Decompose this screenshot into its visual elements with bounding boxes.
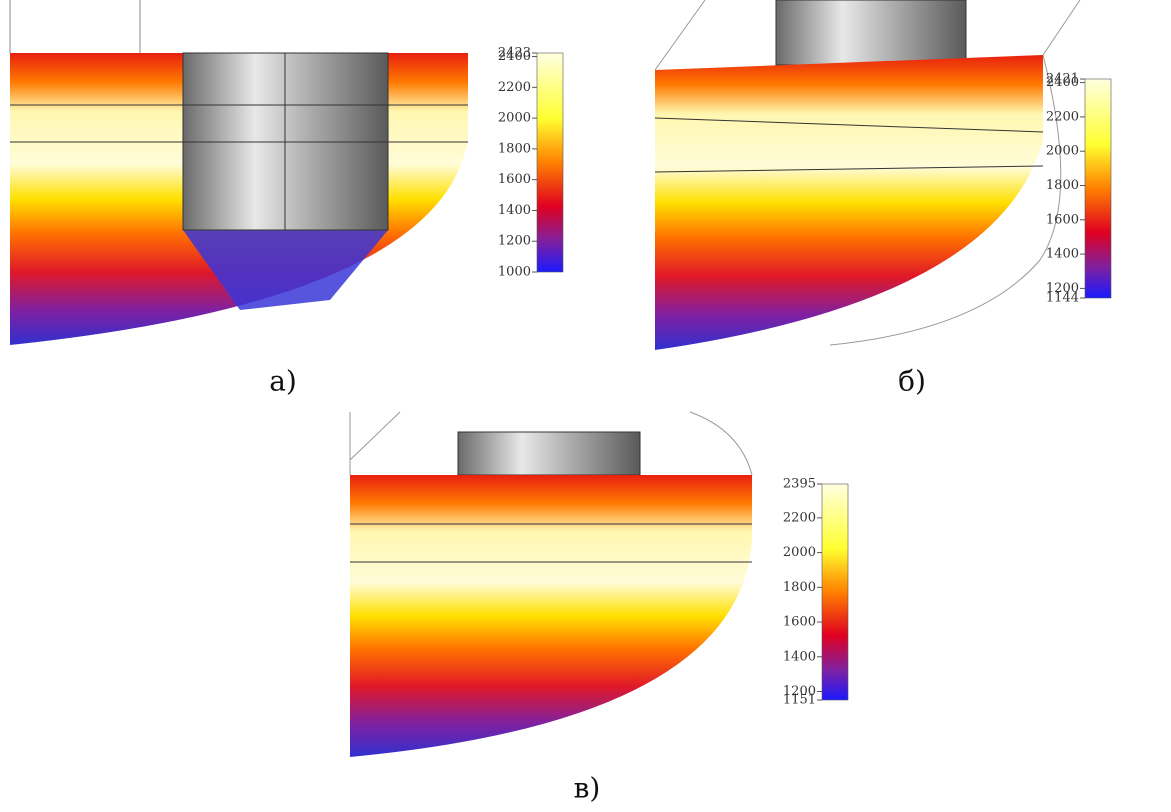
colorbar-tick-label: 1400 bbox=[1046, 247, 1079, 262]
colorbar-tick-label: 2200 bbox=[783, 510, 816, 525]
panel-b-plot bbox=[655, 0, 1080, 350]
colorbar-tick-label: 1400 bbox=[498, 203, 531, 218]
colorbar-tick-label: 2200 bbox=[498, 80, 531, 95]
colorbar-tick-label: 1600 bbox=[783, 615, 816, 630]
page: 242324002200200018001600140012001000а)24… bbox=[0, 0, 1171, 812]
panel-a-plot bbox=[10, 0, 468, 345]
colorbar-tick-label: 1151 bbox=[783, 693, 816, 708]
colorbar-tick-label: 1800 bbox=[498, 141, 531, 156]
colorbar-tick-label: 2400 bbox=[1046, 75, 1079, 90]
colorbar-tick-label: 2000 bbox=[783, 545, 816, 560]
colorbar-tick-label: 2000 bbox=[498, 111, 531, 126]
colorbar-tick-label: 2400 bbox=[498, 49, 531, 64]
colorbar bbox=[537, 53, 563, 272]
colorbar-tick-label: 1600 bbox=[1046, 212, 1079, 227]
colorbar-tick-label: 1800 bbox=[783, 580, 816, 595]
colorbar bbox=[822, 484, 848, 700]
panel-label: б) bbox=[898, 365, 926, 398]
colorbar-tick-label: 2000 bbox=[1046, 144, 1079, 159]
colorbar-tick-label: 1200 bbox=[498, 234, 531, 249]
panel-c-plot bbox=[350, 412, 752, 757]
colorbar-tick-label: 1600 bbox=[498, 172, 531, 187]
panel-label: а) bbox=[269, 365, 297, 398]
colorbar-tick-label: 1144 bbox=[1046, 291, 1079, 306]
colorbar-tick-label: 2200 bbox=[1046, 109, 1079, 124]
panel-label: в) bbox=[574, 772, 601, 805]
colorbar bbox=[1085, 79, 1111, 298]
colorbar-tick-label: 1800 bbox=[1046, 178, 1079, 193]
colorbar-tick-label: 2395 bbox=[783, 477, 816, 492]
figure: 242324002200200018001600140012001000а)24… bbox=[0, 0, 1171, 812]
colorbar-tick-label: 1000 bbox=[498, 265, 531, 280]
colorbar-tick-label: 1400 bbox=[783, 649, 816, 664]
